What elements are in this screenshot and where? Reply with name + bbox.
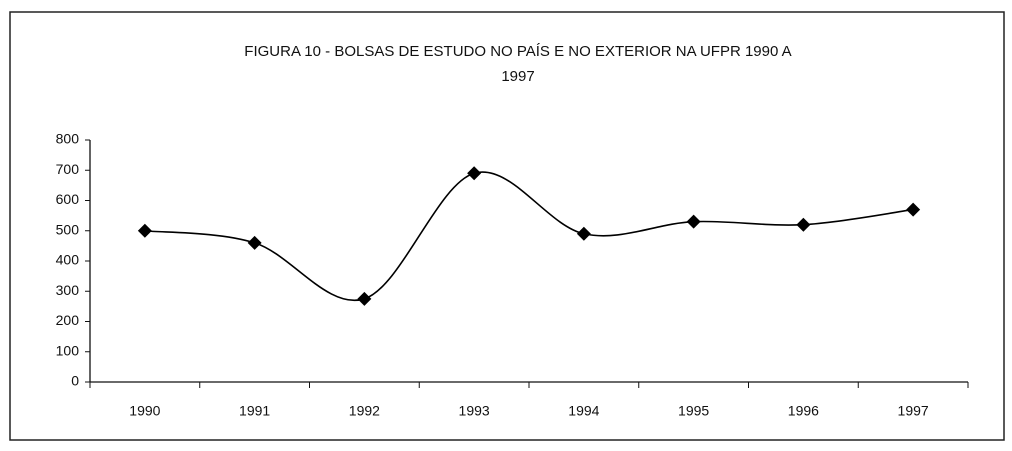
y-tick-label: 0: [71, 373, 79, 389]
y-tick-label: 700: [56, 161, 80, 177]
x-tick-label: 1994: [568, 403, 599, 419]
frame: [9, 11, 1005, 441]
y-tick-label: 100: [56, 342, 80, 358]
x-tick-label: 1993: [459, 403, 490, 419]
x-tick-label: 1996: [788, 403, 819, 419]
y-tick-label: 200: [56, 312, 80, 328]
marker: [467, 166, 482, 181]
x-tick-label: 1995: [678, 403, 709, 419]
x-tick-label: 1992: [349, 403, 380, 419]
chart-title: FIGURA 10 - BOLSAS DE ESTUDO NO PAÍS E N…: [244, 43, 791, 85]
marker: [796, 217, 811, 232]
marker: [137, 223, 152, 238]
marker: [686, 214, 701, 229]
y-tick-label: 800: [56, 131, 80, 147]
x-tick-label: 1997: [898, 403, 929, 419]
marker: [357, 291, 372, 306]
y-tick-label: 600: [56, 191, 80, 207]
x-tick-label: 1991: [239, 403, 270, 419]
x-tick-label: 1990: [129, 403, 160, 419]
y-tick-label: 300: [56, 282, 80, 298]
marker: [576, 226, 591, 241]
marker: [906, 202, 921, 217]
y-tick-label: 400: [56, 252, 80, 268]
y-tick-label: 500: [56, 221, 80, 237]
line: [144, 171, 914, 302]
marker: [247, 235, 262, 250]
